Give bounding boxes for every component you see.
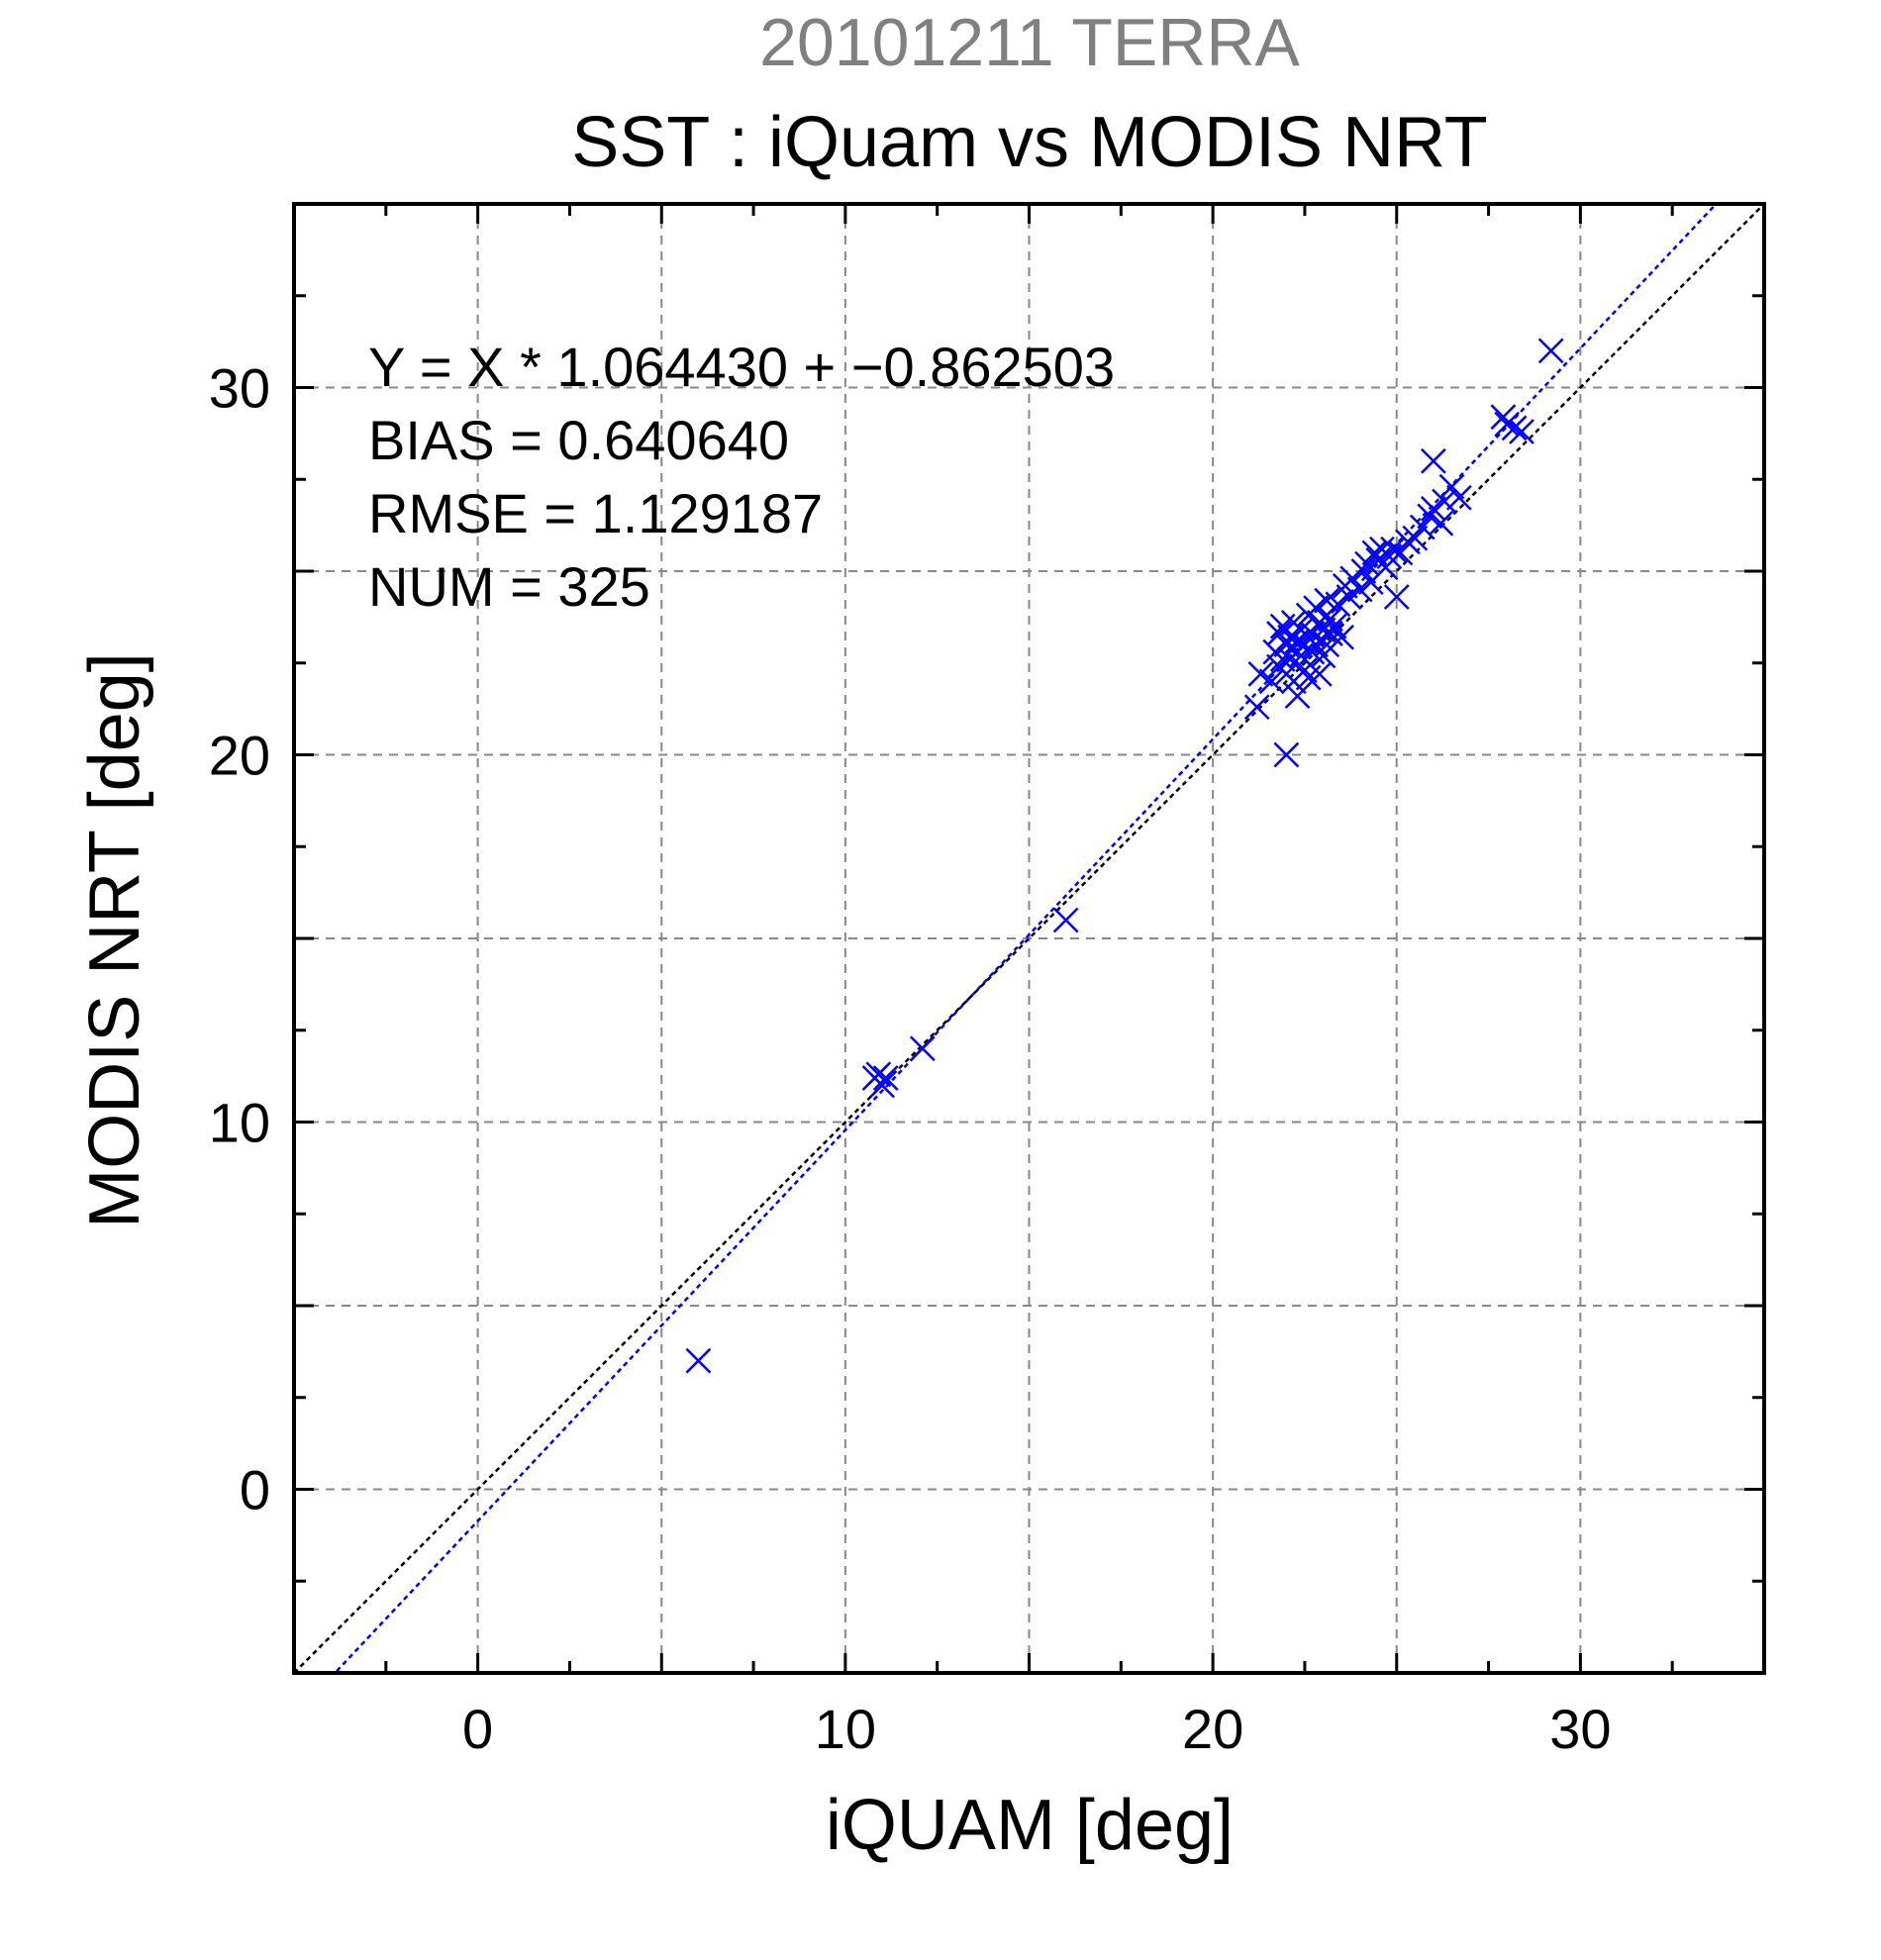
data-point [1509, 419, 1534, 444]
data-point [1428, 510, 1454, 537]
y-axis-label: MODIS NRT [deg] [75, 652, 154, 1228]
data-point [872, 1065, 899, 1091]
data-point [909, 1035, 936, 1062]
data-point [1243, 694, 1270, 721]
data-point [1445, 484, 1472, 511]
y-tick-label: 30 [209, 357, 270, 420]
data-point [1258, 668, 1285, 695]
data-point [1438, 473, 1465, 500]
data-point [1247, 660, 1274, 687]
data-points [685, 338, 1564, 1374]
data-point [1325, 591, 1351, 618]
grid-lines [294, 204, 1764, 1673]
data-point [1432, 488, 1457, 515]
data-point [1420, 447, 1446, 474]
data-point [1501, 415, 1528, 441]
axis-ticks [292, 202, 1766, 1675]
data-point [1537, 338, 1564, 364]
regression-line [333, 204, 1719, 1673]
tick-labels: 0 10 20 30 0 10 20 30 [209, 357, 1612, 1761]
x-axis-label: iQUAM [deg] [826, 1786, 1234, 1865]
y-tick-label: 0 [240, 1459, 270, 1521]
statistics-annotation: Y = X * 1.064430 + −0.862503 BIAS = 0.640… [368, 336, 1115, 618]
data-point [1273, 741, 1300, 768]
x-tick-label: 0 [462, 1698, 493, 1760]
data-point [869, 1072, 895, 1099]
x-tick-label: 10 [815, 1698, 876, 1760]
data-point [1329, 624, 1354, 650]
data-point [1420, 496, 1446, 522]
data-point [1402, 525, 1429, 551]
data-point [1383, 584, 1410, 610]
chart-title: 20101211 TERRA [759, 5, 1300, 80]
data-point [1350, 558, 1377, 584]
annotation-line: NUM = 325 [368, 555, 650, 618]
data-point [1380, 536, 1406, 562]
data-point [1494, 411, 1521, 438]
annotation-line: BIAS = 0.640640 [368, 409, 789, 471]
identity-line [294, 204, 1764, 1673]
chart-subtitle: SST : iQuam vs MODIS NRT [571, 103, 1488, 182]
y-tick-label: 10 [209, 1092, 270, 1154]
y-tick-label: 20 [209, 725, 270, 787]
plot-frame [292, 202, 1766, 1675]
x-tick-label: 20 [1182, 1698, 1243, 1760]
reference-lines [294, 204, 1764, 1673]
data-point [1292, 657, 1318, 684]
data-point [1052, 907, 1079, 933]
data-point [685, 1347, 712, 1374]
annotation-line: RMSE = 1.129187 [368, 482, 823, 544]
x-tick-label: 30 [1549, 1698, 1611, 1760]
annotation-line: Y = X * 1.064430 + −0.862503 [368, 336, 1115, 398]
data-point [1284, 683, 1311, 710]
data-point [1321, 613, 1347, 639]
